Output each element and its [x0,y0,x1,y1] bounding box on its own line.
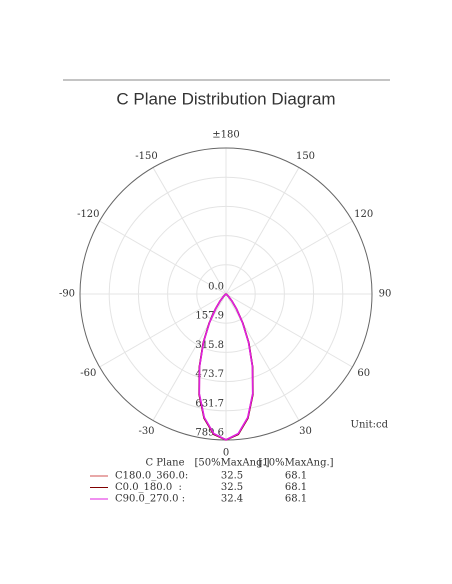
angle-tick-label: 90 [379,289,392,300]
angle-grid-line [99,293,227,368]
unit-label: Unit:cd [351,420,389,431]
chart-title: C Plane Distribution Diagram [116,89,335,108]
angle-tick-label: -90 [59,289,75,300]
legend-header: C Plane [145,458,184,469]
beam-10-value: 68.1 [285,482,307,493]
angle-tick-label: -30 [138,426,154,437]
radial-tick-label: 789.6 [195,428,224,439]
angle-tick-label: ±180 [212,130,239,141]
beam-10-value: 68.1 [285,471,307,482]
radial-tick-label: 473.7 [195,369,224,380]
legend-label: C90.0_270.0 : [115,494,185,505]
angle-tick-label: 60 [357,368,370,379]
angle-grid-line [225,293,300,421]
angle-tick-label: -150 [135,151,157,162]
beam-50-value: 32.5 [221,482,243,493]
legend-label: C180.0_360.0: [115,471,188,482]
angle-tick-label: -60 [80,368,96,379]
radial-tick-label: 0.0 [208,282,224,293]
intensity-curve [198,293,254,441]
legend-label: C0.0_180.0 : [115,482,182,493]
angle-grid-line [225,220,353,295]
radial-tick-label: 315.8 [195,340,224,351]
angle-tick-label: 0 [223,448,229,459]
angle-tick-label: 120 [354,209,373,220]
angle-grid-line [99,220,227,295]
radial-grid-circle [167,235,285,353]
angle-tick-label: -120 [77,209,99,220]
legend-header: [10%MaxAng.] [258,458,333,469]
angle-grid-line [225,293,353,368]
legend-header: [50%MaxAng.] [194,458,269,469]
radial-tick-label: 631.7 [195,398,224,409]
radial-tick-label: 157.9 [195,311,224,322]
angle-grid-line [152,293,227,421]
beam-50-value: 32.5 [221,471,243,482]
radial-grid-circle [137,205,315,383]
beam-50-value: 32.4 [221,494,243,505]
angle-grid-line [152,167,227,295]
angle-tick-label: 150 [296,151,315,162]
angle-grid-line [225,167,300,295]
angle-tick-label: 30 [299,426,312,437]
radial-grid-circle [196,264,256,324]
radial-grid-circle [108,176,344,412]
beam-10-value: 68.1 [285,494,307,505]
